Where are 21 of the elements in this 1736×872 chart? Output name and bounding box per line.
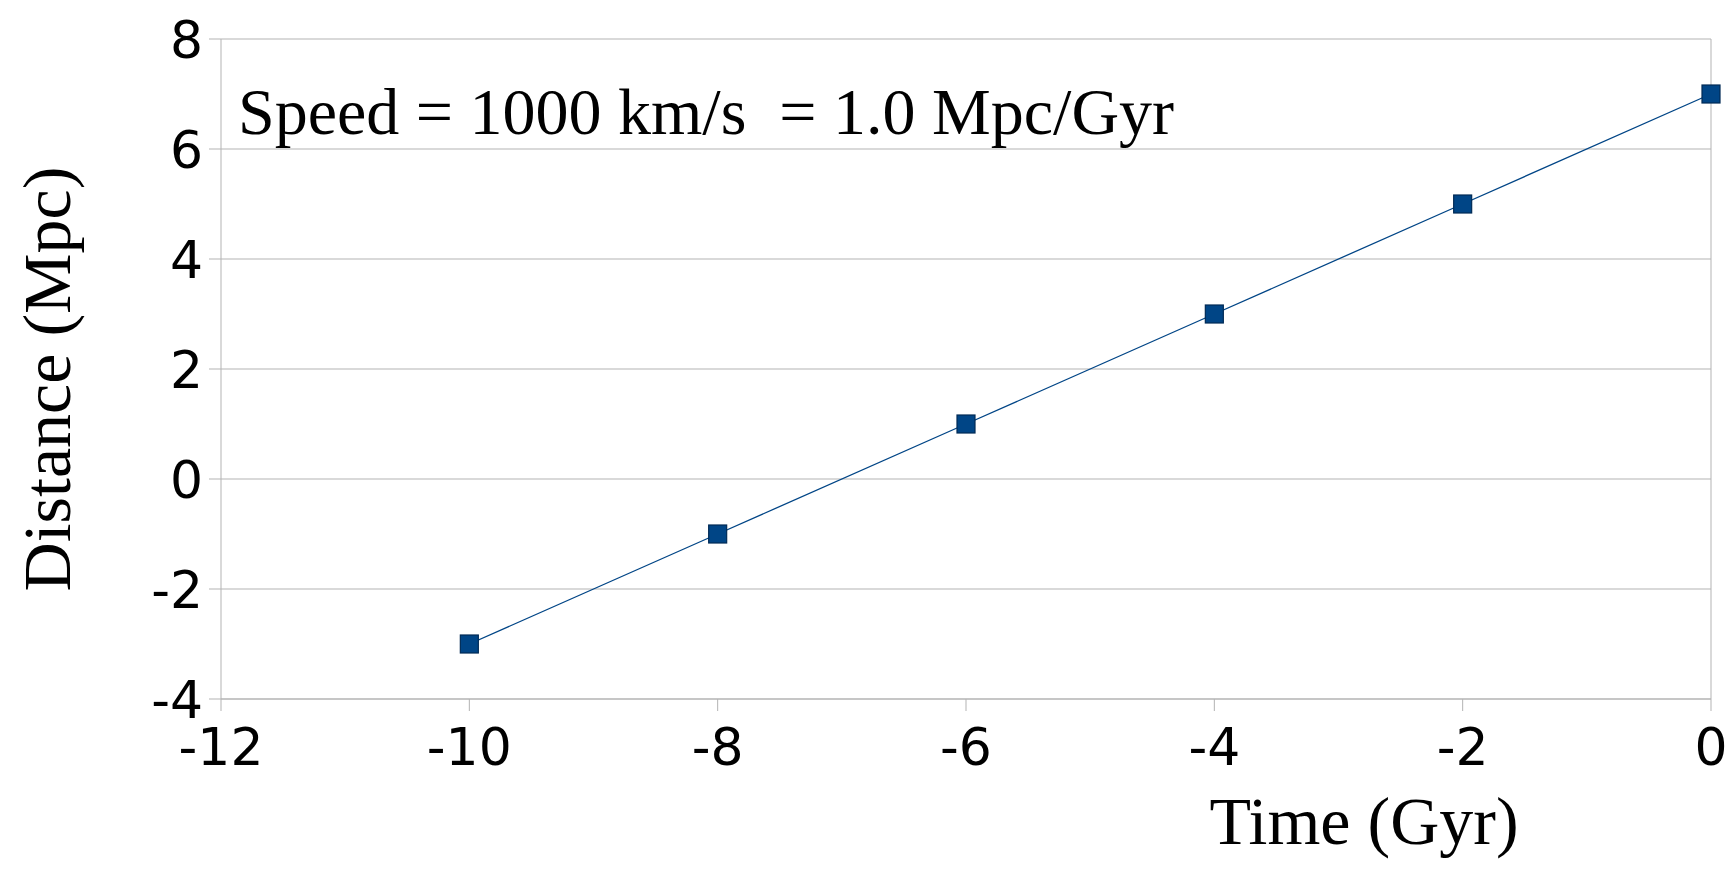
y-tick-label: 8: [169, 9, 203, 70]
x-tick-label: -4: [1188, 717, 1241, 777]
annotation: Speed = 1000 km/s = 1.0 Mpc/Gyr: [238, 75, 1175, 148]
y-tick-label: 0: [169, 449, 203, 510]
point: [956, 414, 976, 434]
y-tick-label: 4: [169, 229, 203, 290]
point: [459, 634, 479, 654]
point: [1453, 194, 1473, 214]
y-tick-label: -2: [151, 559, 203, 620]
y-tick-label: 2: [169, 339, 203, 400]
x-tick-label: -2: [1436, 717, 1489, 777]
x-tick-label: -10: [426, 717, 512, 777]
y-tick-label: 6: [169, 119, 203, 180]
point: [708, 524, 728, 544]
point: [1701, 84, 1721, 104]
x-tick-label: 0: [1694, 717, 1728, 777]
y-axis-title: Distance (Mpc): [9, 166, 85, 592]
x-axis-title: Time (Gyr): [1209, 783, 1519, 859]
point: [1204, 304, 1224, 324]
x-tick-label: -8: [691, 717, 744, 777]
x-tick-label: -6: [940, 717, 992, 777]
